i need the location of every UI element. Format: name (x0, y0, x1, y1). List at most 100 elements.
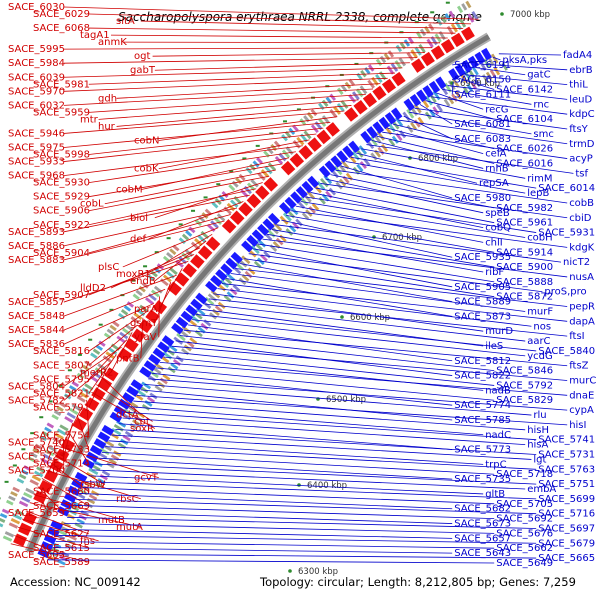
feature-block (454, 20, 463, 31)
tick-mark (131, 279, 136, 282)
feature-block (217, 301, 226, 309)
tick-mark (21, 448, 26, 451)
feature-block (109, 324, 117, 332)
feature-block (282, 212, 292, 222)
feature-block (101, 470, 111, 477)
feature-block (81, 479, 92, 488)
right-label-leader (208, 298, 568, 337)
tick-mark (0, 497, 1, 500)
feature-block (194, 330, 203, 338)
feature-block (471, 11, 479, 21)
left-label-leader (63, 121, 331, 148)
right-gene-label: SACE_5679 (538, 538, 595, 549)
right-label-leader (419, 104, 453, 125)
right-label-leader (458, 77, 495, 90)
feature-block (330, 168, 340, 179)
gene-arrow (295, 186, 308, 199)
feature-block (223, 294, 232, 303)
feature-block (356, 72, 363, 81)
feature-block (377, 146, 385, 155)
feature-block (409, 106, 418, 116)
right-label-leader (475, 67, 526, 76)
gene-arrow (381, 78, 397, 94)
feature-block (438, 30, 446, 41)
right-gene-label: SACE_5774 (454, 400, 511, 411)
feature-block (316, 181, 326, 191)
feature-block (146, 396, 156, 404)
feature-block (256, 157, 263, 165)
feature-block (90, 352, 98, 359)
right-gene-label: proS,pro (544, 287, 586, 298)
feature-block (448, 10, 455, 19)
feature-block (386, 65, 395, 75)
right-label-leader (451, 81, 454, 95)
right-label-leader (452, 60, 488, 66)
feature-block (126, 301, 135, 308)
feature-block (286, 209, 296, 219)
right-label-leader (464, 74, 568, 85)
right-label-leader (91, 469, 526, 490)
gene-arrow (378, 116, 391, 130)
feature-block (395, 132, 403, 142)
gene-arrow (130, 379, 144, 391)
feature-block (122, 327, 131, 336)
left-label-leader (41, 478, 90, 507)
left-gene-label: rbsC (116, 494, 139, 505)
left-gene-label: SACE_5883 (8, 255, 65, 266)
gene-arrow (126, 385, 139, 397)
feature-block (211, 201, 219, 209)
feature-block (86, 471, 97, 480)
feature-block (79, 391, 89, 399)
right-gene-label: embA (527, 484, 556, 495)
feature-block (228, 184, 236, 192)
gene-arrow (174, 272, 190, 287)
gene-arrow (316, 129, 331, 145)
left-label-leader (63, 261, 189, 303)
gene-arrow (255, 185, 270, 200)
left-label-leader (110, 247, 201, 289)
tick-mark (216, 183, 221, 186)
tick-mark (154, 251, 159, 254)
left-label-leader (122, 41, 441, 44)
left-gene-label: gdh (98, 93, 117, 104)
gene-arrow (55, 448, 70, 463)
left-gene-label: SACE_5946 (8, 128, 65, 139)
right-label-leader (239, 263, 453, 302)
right-gene-label: ribF (485, 267, 504, 278)
right-label-leader (226, 278, 453, 317)
gene-arrow (372, 85, 387, 101)
feature-block (29, 479, 39, 486)
tick-mark (430, 11, 435, 14)
gene-arrow (50, 520, 63, 531)
feature-block (79, 368, 87, 375)
left-label-leader (63, 207, 238, 247)
feature-block (8, 522, 19, 529)
right-label-leader (98, 457, 453, 480)
right-gene-label: cobB (569, 198, 594, 209)
right-gene-label: SACE_5873 (454, 311, 511, 322)
feature-block (225, 272, 236, 282)
right-label-leader (382, 131, 568, 159)
right-gene-label: SACE_5692 (496, 514, 553, 525)
gene-arrow (280, 160, 296, 176)
feature-block (53, 409, 62, 417)
feature-block (77, 488, 88, 496)
right-gene-label: ebrB (569, 65, 593, 76)
feature-block (124, 323, 134, 332)
feature-block (240, 189, 249, 198)
feature-block (66, 389, 74, 396)
feature-block (151, 366, 162, 375)
left-gene-label: SACE_5968 (8, 171, 65, 182)
feature-block (118, 312, 126, 320)
feature-block (69, 407, 79, 415)
feature-block (198, 215, 206, 223)
gene-arrow (89, 444, 103, 456)
feature-block (121, 412, 131, 420)
feature-block (56, 405, 64, 412)
left-gene-label: SACE_5893 (8, 227, 65, 238)
feature-block (90, 463, 101, 472)
feature-block (206, 223, 216, 233)
right-label-leader (230, 273, 526, 312)
gene-arrow (289, 152, 305, 168)
left-label-leader (63, 303, 155, 345)
